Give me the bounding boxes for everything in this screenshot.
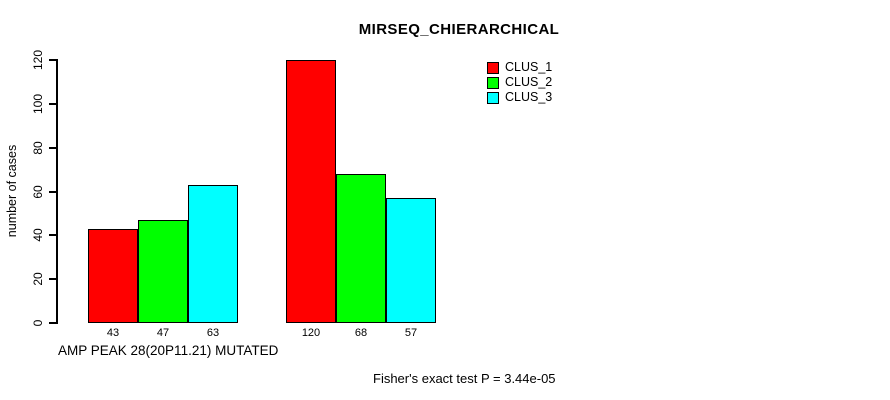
bar-clus_2-group1	[138, 220, 188, 323]
y-axis-line	[56, 59, 58, 324]
y-tick-mark	[49, 59, 56, 61]
y-tick-label: 120	[31, 49, 45, 71]
legend-swatch	[487, 91, 499, 104]
bar-value-label: 47	[156, 327, 170, 339]
legend-label: CLUS_1	[505, 60, 553, 74]
bar-clus_1-group1	[88, 229, 138, 323]
legend-swatch	[487, 61, 499, 74]
bar-clus_3-group2	[386, 198, 436, 323]
bar-value-label: 120	[301, 327, 321, 339]
bar-value-label: 68	[354, 327, 368, 339]
y-tick-label: 80	[31, 140, 45, 155]
y-tick-label: 0	[31, 319, 45, 327]
legend-label: CLUS_2	[505, 75, 553, 89]
bar-clus_1-group2	[286, 60, 336, 323]
fisher-test-annotation: Fisher's exact test P = 3.44e-05	[373, 371, 556, 386]
legend-row: CLUS_2	[487, 75, 552, 90]
bar-value-label: 43	[106, 327, 120, 339]
bar-clus_2-group2	[336, 174, 386, 323]
legend: CLUS_1 CLUS_2 CLUS_3	[487, 60, 552, 105]
x-axis-label: AMP PEAK 28(20P11.21) MUTATED	[58, 343, 279, 358]
legend-row: CLUS_1	[487, 60, 552, 75]
y-tick-label: 20	[31, 272, 45, 286]
y-tick-mark	[49, 322, 56, 324]
y-tick-label: 40	[31, 228, 45, 243]
legend-row: CLUS_3	[487, 90, 552, 105]
legend-swatch	[487, 76, 499, 89]
y-tick-mark	[49, 234, 56, 237]
bar-value-label: 57	[404, 327, 418, 339]
bar-value-label: 63	[206, 327, 220, 339]
bar-clus_3-group1	[188, 185, 238, 323]
chart-title: MIRSEQ_CHIERARCHICAL	[358, 21, 560, 38]
legend-label: CLUS_3	[505, 90, 553, 104]
y-tick-label: 60	[31, 184, 45, 199]
y-axis-label: number of cases	[5, 144, 19, 238]
y-tick-mark	[49, 102, 56, 105]
y-tick-mark	[49, 146, 56, 149]
y-tick-label: 100	[31, 93, 45, 114]
y-tick-mark	[49, 190, 56, 193]
y-tick-mark	[49, 278, 56, 281]
